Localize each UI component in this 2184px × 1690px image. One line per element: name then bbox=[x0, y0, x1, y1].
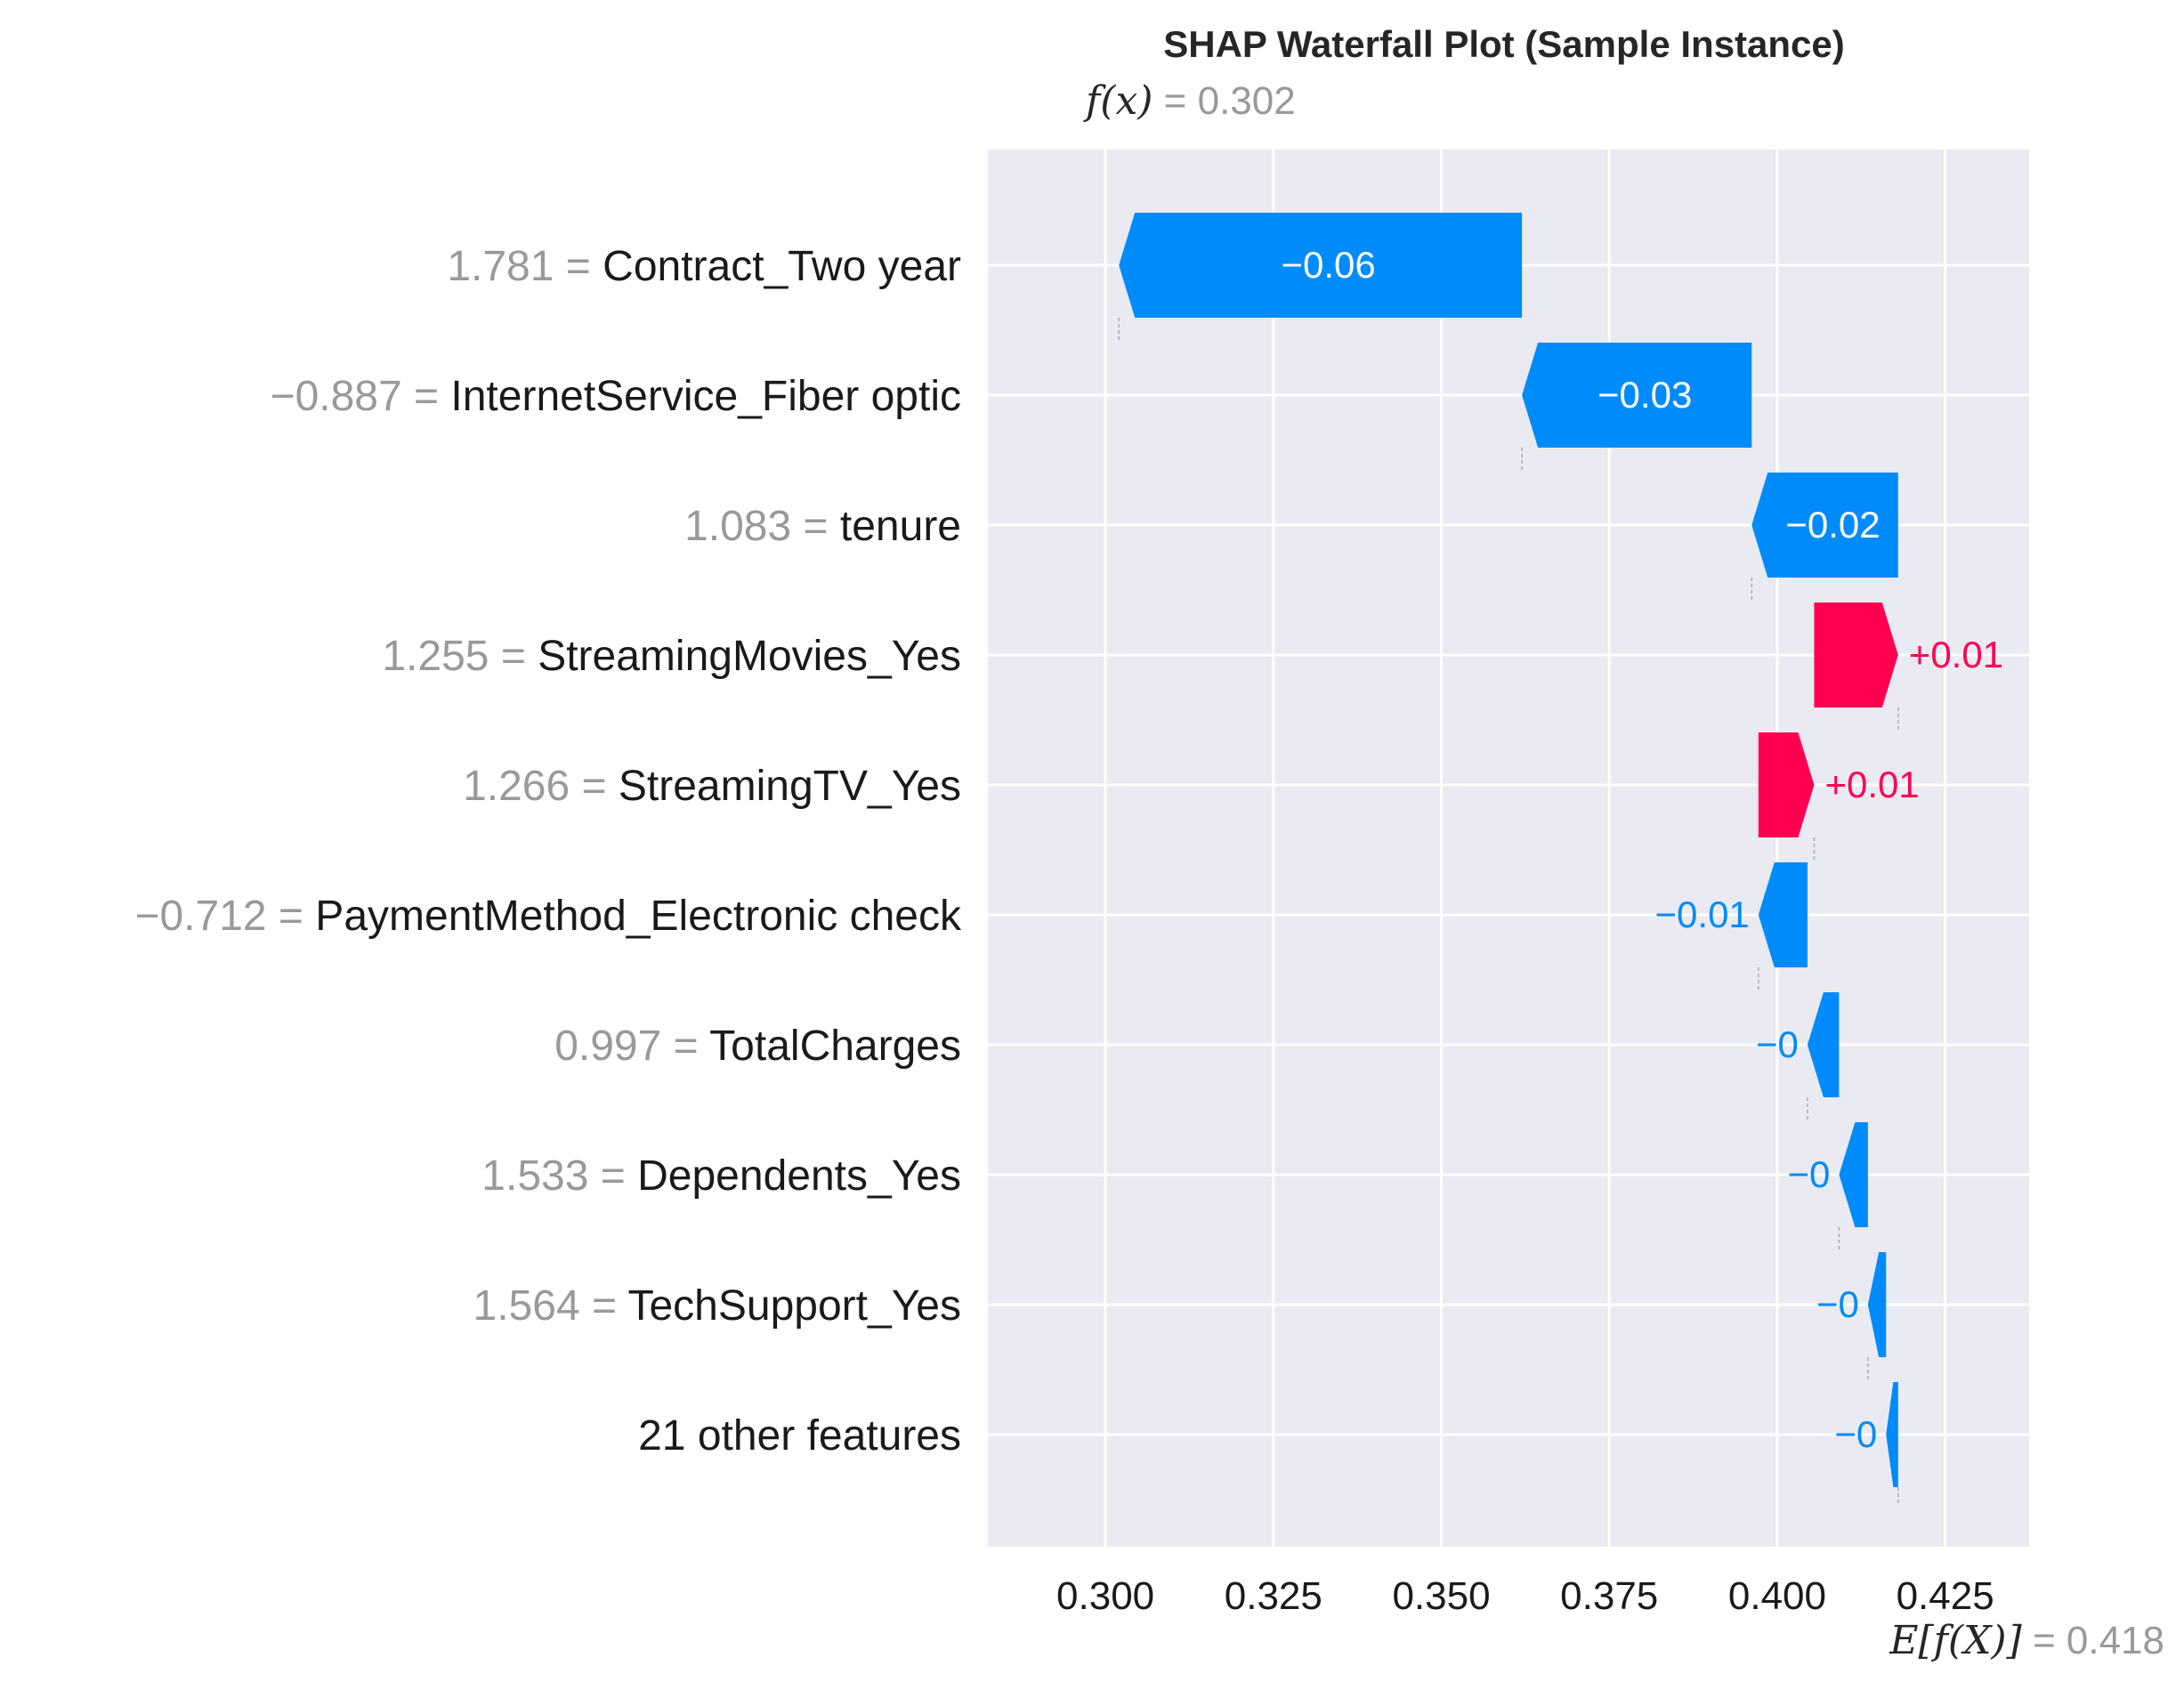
base-label: E[f(X)] bbox=[1889, 1618, 2022, 1663]
x-tick-2: 0.350 bbox=[1392, 1574, 1490, 1618]
bar-label-3: +0.01 bbox=[1909, 634, 2003, 675]
feature-value-1: −0.887 bbox=[271, 373, 402, 420]
feature-label-4: 1.266 = StreamingTV_Yes bbox=[463, 763, 961, 810]
feature-name-9: 21 other features bbox=[638, 1412, 961, 1460]
x-tick-3: 0.375 bbox=[1560, 1574, 1658, 1618]
feature-equals-6: = bbox=[661, 1023, 709, 1070]
bar-3 bbox=[1814, 602, 1898, 708]
base-value: 0.418 bbox=[2067, 1619, 2164, 1662]
x-tick-5: 0.425 bbox=[1897, 1574, 1994, 1618]
bar-6 bbox=[1807, 992, 1840, 1097]
feature-label-5: −0.712 = PaymentMethod_Electronic check bbox=[134, 893, 962, 940]
bar-7 bbox=[1839, 1122, 1868, 1227]
bar-4 bbox=[1758, 732, 1815, 837]
bar-label-1: −0.03 bbox=[1598, 374, 1692, 416]
bars: −0.06 −0.03 −0.02 +0.01 +0.01 −0.01 −0 −0 −0 −0 bbox=[1118, 213, 2003, 1505]
feature-name-7: Dependents_Yes bbox=[637, 1152, 961, 1200]
bar-5 bbox=[1758, 862, 1808, 967]
x-tick-0: 0.300 bbox=[1056, 1574, 1154, 1618]
plot-area bbox=[988, 150, 2029, 1547]
feature-equals-2: = bbox=[791, 503, 840, 550]
x-tick-1: 0.325 bbox=[1225, 1574, 1323, 1618]
feature-value-7: 1.533 bbox=[481, 1152, 588, 1200]
bar-label-9: −0 bbox=[1834, 1413, 1877, 1455]
bar-9 bbox=[1886, 1382, 1898, 1487]
feature-equals-4: = bbox=[570, 763, 619, 810]
bar-label-4: +0.01 bbox=[1824, 764, 1919, 805]
feature-label-0: 1.781 = Contract_Two year bbox=[447, 243, 961, 290]
feature-name-0: Contract_Two year bbox=[603, 243, 961, 290]
bar-8 bbox=[1867, 1252, 1887, 1357]
x-tick-labels: 0.300 0.325 0.350 0.375 0.400 0.425 bbox=[1056, 1574, 1994, 1618]
feature-equals-8: = bbox=[580, 1282, 628, 1330]
feature-equals-7: = bbox=[588, 1152, 637, 1200]
x-tick-4: 0.400 bbox=[1728, 1574, 1826, 1618]
bar-1 bbox=[1522, 343, 1752, 448]
bar-label-7: −0 bbox=[1787, 1153, 1830, 1195]
bar-0 bbox=[1119, 213, 1523, 318]
feature-value-4: 1.266 bbox=[463, 763, 570, 810]
feature-equals-1: = bbox=[402, 373, 451, 420]
feature-value-2: 1.083 bbox=[684, 503, 791, 550]
feature-name-4: StreamingTV_Yes bbox=[619, 763, 961, 810]
bar-label-8: −0 bbox=[1816, 1283, 1859, 1325]
chart-title: SHAP Waterfall Plot (Sample Instance) bbox=[1163, 23, 1845, 65]
feature-name-3: StreamingMovies_Yes bbox=[538, 633, 961, 680]
fx-label: f(x) bbox=[1083, 78, 1153, 124]
feature-value-8: 1.564 bbox=[473, 1282, 580, 1330]
feature-label-3: 1.255 = StreamingMovies_Yes bbox=[382, 633, 961, 680]
feature-name-1: InternetService_Fiber optic bbox=[450, 373, 961, 420]
feature-name-6: TotalCharges bbox=[709, 1023, 961, 1070]
feature-value-5: −0.712 bbox=[134, 893, 266, 940]
bar-label-2: −0.02 bbox=[1785, 504, 1880, 546]
feature-value-0: 1.781 bbox=[447, 243, 554, 290]
feature-label-2: 1.083 = tenure bbox=[684, 503, 961, 550]
feature-label-8: 1.564 = TechSupport_Yes bbox=[473, 1282, 961, 1330]
feature-value-6: 0.997 bbox=[554, 1023, 661, 1070]
bar-label-0: −0.06 bbox=[1282, 244, 1376, 286]
bar-2 bbox=[1751, 473, 1898, 578]
feature-label-6: 0.997 = TotalCharges bbox=[554, 1023, 961, 1070]
bar-label-6: −0 bbox=[1756, 1023, 1799, 1065]
feature-equals-3: = bbox=[489, 633, 538, 680]
feature-name-8: TechSupport_Yes bbox=[627, 1282, 961, 1330]
feature-label-9: 21 other features bbox=[638, 1412, 961, 1460]
bar-label-5: −0.01 bbox=[1655, 894, 1750, 935]
feature-value-3: 1.255 bbox=[382, 633, 489, 680]
feature-labels: 1.781 = Contract_Two year −0.887 = Intern… bbox=[134, 243, 962, 1460]
fx-value: 0.302 bbox=[1198, 79, 1296, 123]
feature-label-7: 1.533 = Dependents_Yes bbox=[481, 1152, 961, 1200]
feature-label-1: −0.887 = InternetService_Fiber optic bbox=[271, 373, 961, 420]
feature-name-5: PaymentMethod_Electronic check bbox=[315, 893, 962, 940]
feature-equals-5: = bbox=[267, 893, 316, 940]
feature-name-2: tenure bbox=[840, 503, 961, 550]
base-annotation: E[f(X)] = 0.418 bbox=[1889, 1618, 2164, 1663]
feature-equals-0: = bbox=[554, 243, 603, 290]
fx-annotation: f(x) = 0.302 bbox=[1083, 78, 1296, 124]
